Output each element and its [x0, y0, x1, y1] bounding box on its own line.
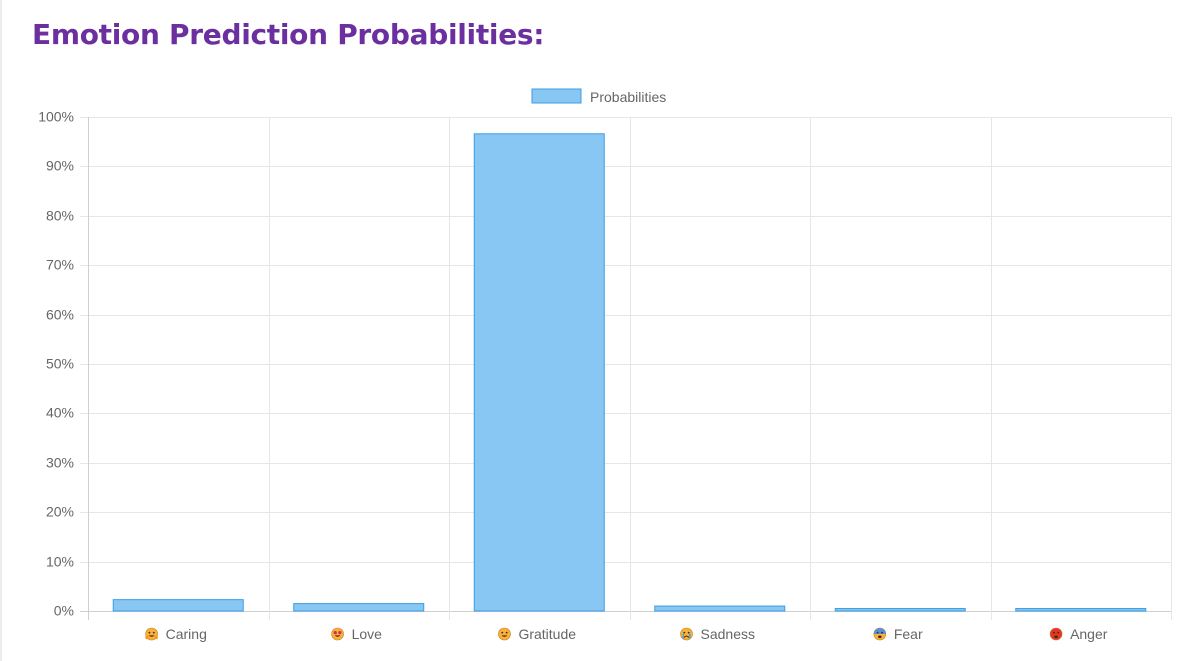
heart-eyes-face-icon [331, 627, 344, 641]
y-tick-label: 60% [46, 307, 74, 323]
x-tick-love: Love [331, 626, 383, 642]
x-tick-label: Sadness [701, 626, 755, 642]
x-tick-label: Fear [894, 626, 923, 642]
bar-anger[interactable] [1015, 608, 1147, 612]
grinning-face-icon [498, 627, 511, 641]
y-tick-label: 20% [46, 504, 74, 520]
hugging-face-icon [145, 627, 158, 641]
y-tick-label: 90% [46, 158, 74, 174]
y-tick-label: 50% [46, 356, 74, 372]
legend-label: Probabilities [590, 89, 666, 105]
chart-bars [112, 133, 1147, 612]
bar-sadness[interactable] [654, 605, 786, 612]
crying-face-icon [680, 627, 693, 641]
y-tick-label: 0% [54, 603, 74, 619]
fearful-face-icon [873, 627, 887, 641]
bar-fear[interactable] [834, 608, 966, 612]
x-tick-label: Anger [1070, 626, 1108, 642]
x-tick-sadness: Sadness [680, 626, 755, 642]
legend-swatch [531, 88, 582, 104]
y-tick-label: 70% [46, 257, 74, 273]
y-tick-label: 10% [46, 554, 74, 570]
angry-face-icon [1049, 627, 1063, 641]
x-tick-label: Gratitude [518, 626, 576, 642]
y-tick-label: 40% [46, 405, 74, 421]
x-tick-gratitude: Gratitude [498, 626, 576, 642]
x-tick-label: Love [352, 626, 383, 642]
y-axis-ticks: 0% 10% 20% 30% 40% 50% 60% 70% 80% 90% 100% [38, 109, 74, 619]
y-tick-label: 80% [46, 208, 74, 224]
x-tick-anger: Anger [1049, 626, 1108, 642]
y-tick-label: 30% [46, 455, 74, 471]
page-title: Emotion Prediction Probabilities: [32, 18, 545, 51]
y-tick-label: 100% [38, 109, 74, 125]
x-tick-caring: Caring [145, 626, 207, 642]
x-axis-ticks: Caring Love Gratitude Sadness Fear Anger [145, 626, 1108, 642]
bar-gratitude[interactable] [473, 133, 605, 612]
x-tick-fear: Fear [873, 626, 923, 642]
chart-legend[interactable]: Probabilities [531, 88, 666, 105]
x-tick-label: Caring [166, 626, 207, 642]
chart-grid [80, 117, 1172, 620]
bar-love[interactable] [293, 603, 425, 612]
page-left-border [0, 0, 2, 661]
bar-caring[interactable] [112, 599, 244, 612]
